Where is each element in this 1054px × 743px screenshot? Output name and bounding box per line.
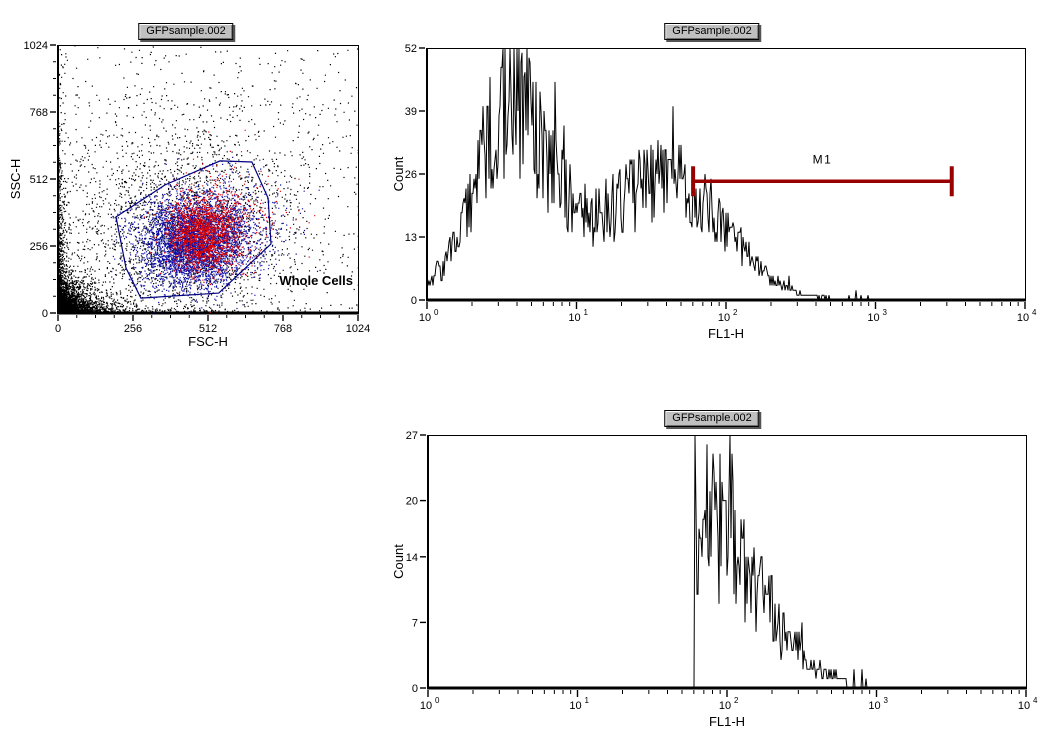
y-axis-label: Count <box>391 544 406 579</box>
y-tick-label: 256 <box>30 241 48 253</box>
histogram-trace <box>428 434 1026 689</box>
y-axis-label: SSC-H <box>8 159 23 199</box>
y-tick-label: 52 <box>405 43 417 55</box>
x-tick-label-exponent: 1 <box>585 696 590 705</box>
event-dots <box>59 46 358 313</box>
x-axis-label: FL1-H <box>708 326 744 341</box>
y-tick-label: 1024 <box>24 40 48 52</box>
x-tick-label-exponent: 1 <box>584 308 589 317</box>
y-axis-label: Count <box>391 156 406 191</box>
y-tick-label: 0 <box>42 308 48 320</box>
x-tick-label: 1024 <box>346 323 370 335</box>
histogram-gated-title-box[interactable]: GFPsample.002 <box>664 410 760 427</box>
y-tick-label: 14 <box>406 552 418 564</box>
x-tick-label-base: 10 <box>568 312 580 324</box>
x-tick-label-base: 10 <box>1017 312 1029 324</box>
population-debris-left-edge <box>59 49 75 313</box>
x-tick-label: 256 <box>124 323 142 335</box>
histogram-total-title-box[interactable]: GFPsample.002 <box>664 23 760 40</box>
x-tick-label-base: 10 <box>569 700 581 712</box>
population-debris-bottom-edge <box>59 289 358 313</box>
x-tick-label-base: 10 <box>868 700 880 712</box>
y-tick-label: 13 <box>405 232 417 244</box>
y-tick-label: 0 <box>412 683 418 695</box>
gate-polygon[interactable] <box>115 160 272 299</box>
population-red-halo <box>147 129 316 313</box>
x-tick-label-base: 10 <box>419 312 431 324</box>
x-tick-label-exponent: 2 <box>734 696 739 705</box>
x-tick-label-base: 10 <box>867 312 879 324</box>
y-tick-label: 7 <box>412 617 418 629</box>
m1-marker-label[interactable]: M1 <box>813 152 833 166</box>
x-tick-label-base: 10 <box>420 700 432 712</box>
y-tick-label: 768 <box>30 107 48 119</box>
whole-cells-gate[interactable]: Whole Cells <box>115 160 353 299</box>
x-tick-label: 0 <box>55 323 61 335</box>
y-tick-label: 512 <box>30 174 48 186</box>
gate-label[interactable]: Whole Cells <box>279 273 353 288</box>
x-axis-label: FL1-H <box>709 714 745 729</box>
y-tick-label: 0 <box>411 295 417 307</box>
plot-frame <box>426 48 1026 302</box>
histogram-trace <box>426 47 1025 301</box>
x-axis-label: FSC-H <box>188 334 228 349</box>
x-tick-label: 512 <box>199 323 217 335</box>
histogram-total-title: GFPsample.002 <box>672 25 752 37</box>
x-tick-label-exponent: 3 <box>884 696 889 705</box>
x-tick-label-base: 10 <box>719 700 731 712</box>
x-tick-label-exponent: 3 <box>883 308 888 317</box>
population-gfp-positive-red <box>143 167 258 295</box>
x-tick-label-exponent: 0 <box>435 696 440 705</box>
x-tick-label-exponent: 0 <box>434 308 439 317</box>
y-tick-label: 39 <box>405 106 417 118</box>
y-tick-label: 20 <box>406 496 418 508</box>
scatter-plot-title-box[interactable]: GFPsample.002 <box>138 23 234 40</box>
x-tick-label-exponent: 4 <box>1033 696 1038 705</box>
y-tick-label: 26 <box>405 169 417 181</box>
x-tick-label-exponent: 2 <box>733 308 738 317</box>
m1-marker[interactable]: M1 <box>691 152 954 197</box>
fsc-ssc-dot-plot: 0 256 512 768 1024 0 256 512 768 1024 FSC-H SSC-H Wh… <box>8 40 370 349</box>
x-tick-label-base: 10 <box>1018 700 1030 712</box>
y-tick-label: 27 <box>406 430 418 442</box>
x-tick-label-exponent: 4 <box>1032 308 1037 317</box>
axes: 0 256 512 768 1024 0 256 512 768 1024 FSC-H SSC-H <box>8 40 370 349</box>
x-tick-label: 768 <box>274 323 292 335</box>
histogram-gated-title: GFPsample.002 <box>672 412 752 424</box>
x-tick-label-base: 10 <box>718 312 730 324</box>
scatter-plot-title: GFPsample.002 <box>146 25 226 37</box>
